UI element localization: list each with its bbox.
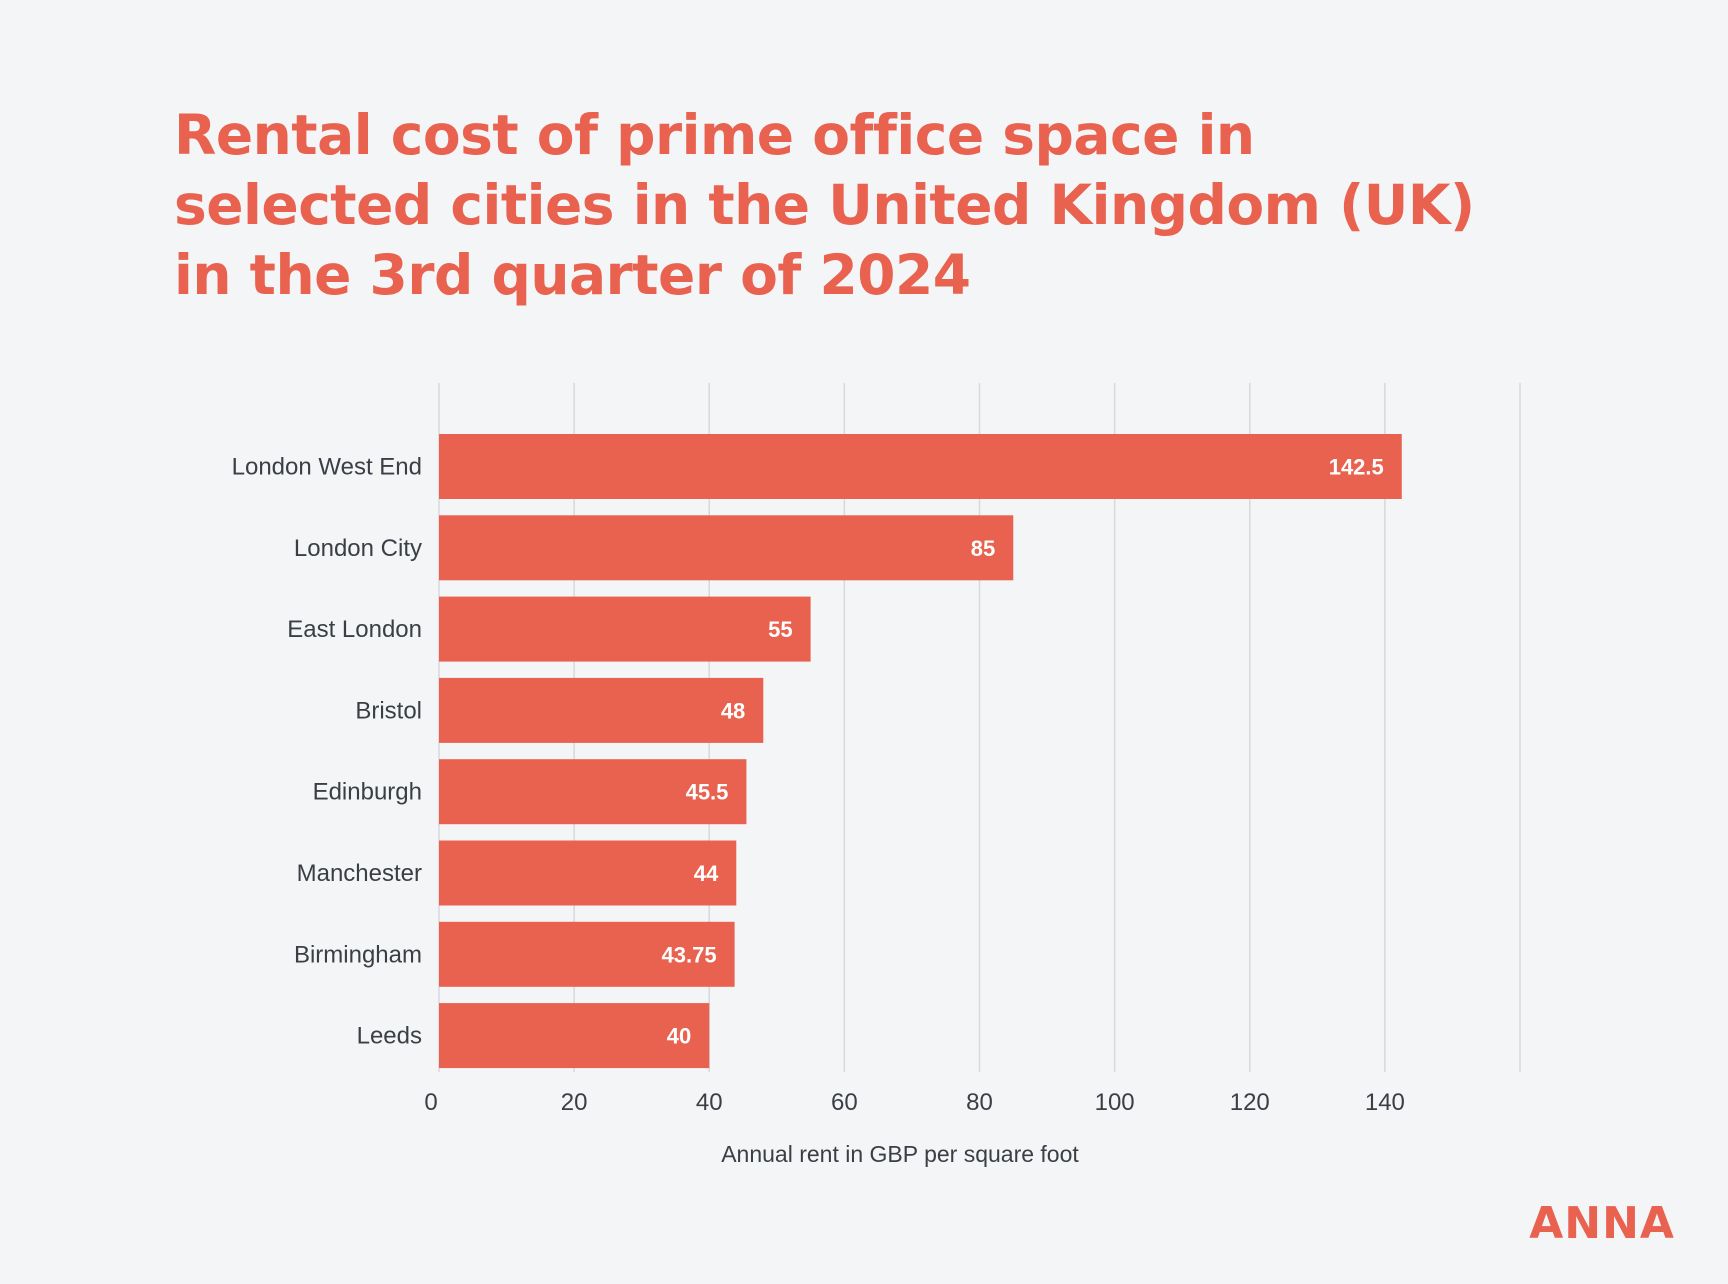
category-label: East London bbox=[287, 616, 422, 643]
x-tick-labels: 0 20 40 60 80 100 120 140 bbox=[424, 1089, 1405, 1116]
chart-title: Rental cost of prime office space in sel… bbox=[174, 103, 1475, 307]
x-tick-label: 120 bbox=[1230, 1089, 1270, 1116]
bars: 142.5 85 55 48 45.5 44 43.75 40 bbox=[439, 434, 1402, 1069]
x-tick-label: 140 bbox=[1365, 1089, 1405, 1116]
category-label: Manchester bbox=[297, 860, 422, 887]
bar bbox=[439, 921, 735, 987]
bar-value-label: 48 bbox=[721, 698, 745, 723]
bar bbox=[439, 759, 747, 825]
bar-value-label: 44 bbox=[694, 861, 719, 886]
category-label: London West End bbox=[232, 454, 422, 481]
category-label: Leeds bbox=[357, 1023, 422, 1050]
bar-value-label: 43.75 bbox=[662, 942, 717, 967]
x-tick-label: 20 bbox=[561, 1089, 588, 1116]
category-label: Bristol bbox=[355, 697, 422, 724]
bar-value-label: 85 bbox=[971, 536, 995, 561]
x-tick-label: 80 bbox=[966, 1089, 993, 1116]
x-tick-label: 100 bbox=[1095, 1089, 1135, 1116]
bar-value-label: 55 bbox=[768, 617, 792, 642]
bar bbox=[439, 840, 737, 906]
brand-logo: ANNA bbox=[1529, 1198, 1675, 1249]
x-tick-label: 60 bbox=[831, 1089, 858, 1116]
x-tick-label: 0 bbox=[424, 1089, 437, 1116]
bar-value-label: 142.5 bbox=[1329, 455, 1384, 480]
category-label: London City bbox=[294, 535, 422, 562]
x-tick-label: 40 bbox=[696, 1089, 723, 1116]
category-labels: London West End London City East London Bri… bbox=[232, 454, 422, 1050]
x-axis-title: Annual rent in GBP per square foot bbox=[721, 1141, 1079, 1167]
bar-value-label: 45.5 bbox=[686, 780, 729, 805]
bar bbox=[439, 1003, 710, 1069]
bar bbox=[439, 434, 1402, 499]
bar bbox=[439, 596, 811, 662]
category-label: Birmingham bbox=[294, 941, 422, 968]
bar bbox=[439, 677, 764, 743]
bar-value-label: 40 bbox=[667, 1024, 691, 1049]
category-label: Edinburgh bbox=[313, 779, 422, 806]
bar bbox=[439, 515, 1014, 581]
